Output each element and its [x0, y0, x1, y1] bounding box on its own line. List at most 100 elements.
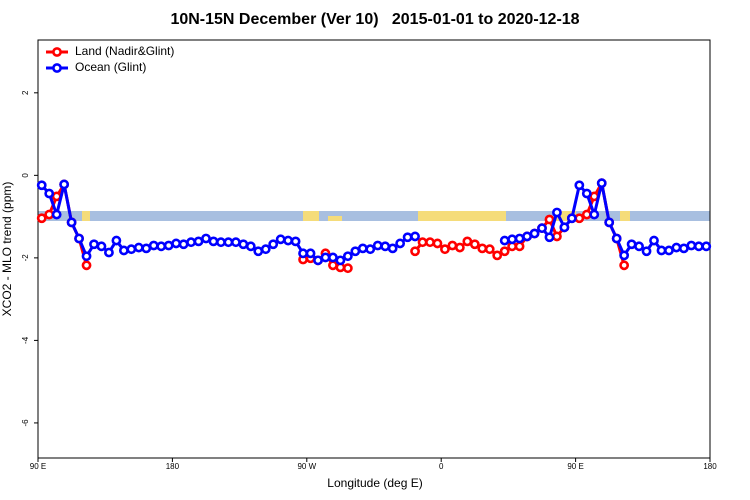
data-point — [148, 240, 159, 251]
data-point — [126, 244, 137, 255]
data-point — [552, 231, 562, 242]
x-tick-label: 90 E — [567, 462, 583, 471]
data-point — [634, 241, 644, 252]
map-land — [620, 211, 630, 221]
x-tick-label: 180 — [703, 462, 717, 471]
map-ocean — [38, 211, 710, 221]
data-point — [581, 209, 592, 220]
data-point — [89, 239, 99, 250]
data-point — [320, 252, 331, 263]
data-point — [268, 239, 279, 250]
data-point — [559, 222, 570, 233]
data-point — [133, 242, 144, 253]
data-point — [171, 238, 182, 249]
data-point — [230, 237, 241, 248]
data-point — [96, 241, 107, 252]
data-point — [492, 250, 503, 261]
data-point — [507, 234, 518, 245]
data-point — [245, 241, 256, 252]
data-point — [544, 214, 555, 225]
legend-label: Ocean (Glint) — [75, 60, 146, 74]
data-point — [619, 260, 630, 271]
data-point — [313, 255, 323, 266]
data-point — [499, 246, 510, 257]
data-point — [44, 188, 55, 199]
y-tick-label: 0 — [21, 173, 30, 178]
y-tick-label: -6 — [21, 419, 30, 427]
data-point — [193, 236, 204, 247]
data-point — [686, 240, 697, 251]
data-point — [335, 255, 346, 266]
data-point — [201, 233, 211, 244]
data-point — [641, 246, 652, 257]
data-point — [604, 217, 615, 228]
data-point — [522, 231, 532, 242]
data-point — [484, 244, 495, 255]
data-point — [693, 241, 704, 252]
data-point — [350, 246, 361, 257]
data-point — [410, 231, 420, 242]
series — [36, 178, 712, 266]
data-point — [216, 237, 226, 248]
x-tick-label: 90 E — [30, 462, 46, 471]
data-point — [163, 240, 174, 251]
legend-marker — [52, 63, 62, 73]
x-axis-label: Longitude (deg E) — [327, 476, 422, 490]
data-point — [462, 236, 473, 247]
data-point — [432, 238, 443, 249]
data-point — [402, 232, 413, 243]
data-point — [305, 248, 316, 259]
data-point — [104, 247, 114, 258]
data-point — [118, 245, 129, 256]
data-point — [81, 251, 92, 262]
data-point — [208, 236, 219, 247]
data-point — [372, 240, 383, 251]
data-point — [328, 260, 338, 271]
background-map — [38, 211, 710, 221]
data-point — [36, 180, 47, 191]
data-point — [656, 245, 667, 256]
data-point — [66, 217, 77, 228]
data-point — [357, 243, 368, 254]
data-point — [253, 246, 264, 257]
chart-title: 10N-15N December (Ver 10) 2015-01-01 to … — [170, 11, 579, 28]
data-point — [514, 241, 525, 252]
data-point — [447, 240, 458, 251]
data-point — [51, 209, 62, 220]
map-land — [556, 211, 576, 221]
data-point — [678, 243, 689, 254]
data-point — [566, 213, 577, 224]
y-axis-label: XCO2 - MLO trend (ppm) — [0, 182, 14, 317]
data-point — [596, 178, 607, 189]
y-tick-label: 2 — [21, 90, 30, 95]
data-point — [59, 179, 70, 190]
legend-label: Land (Nadir&Glint) — [75, 44, 174, 58]
data-point — [454, 242, 465, 253]
data-point — [342, 263, 353, 274]
data-point — [440, 244, 450, 255]
x-tick-label: 180 — [166, 462, 180, 471]
x-tick-label: 90 W — [297, 462, 316, 471]
data-point — [574, 180, 585, 191]
data-point — [111, 235, 122, 246]
y-tick-label: -2 — [21, 254, 30, 262]
data-point — [552, 207, 562, 218]
data-point — [701, 241, 712, 252]
legend-marker — [52, 47, 62, 57]
data-point — [537, 223, 547, 234]
data-point — [574, 213, 585, 224]
data-point — [328, 252, 338, 263]
x-tick-label: 0 — [439, 462, 444, 471]
data-point — [514, 233, 525, 244]
map-land — [328, 216, 342, 221]
data-point — [223, 237, 234, 248]
data-point — [298, 248, 308, 259]
data-point — [342, 251, 353, 262]
data-point — [499, 235, 510, 246]
data-point — [74, 233, 84, 244]
data-point — [611, 233, 622, 244]
map-land — [418, 211, 506, 221]
data-point — [469, 239, 480, 250]
data-point — [283, 235, 294, 246]
data-point — [477, 243, 488, 254]
